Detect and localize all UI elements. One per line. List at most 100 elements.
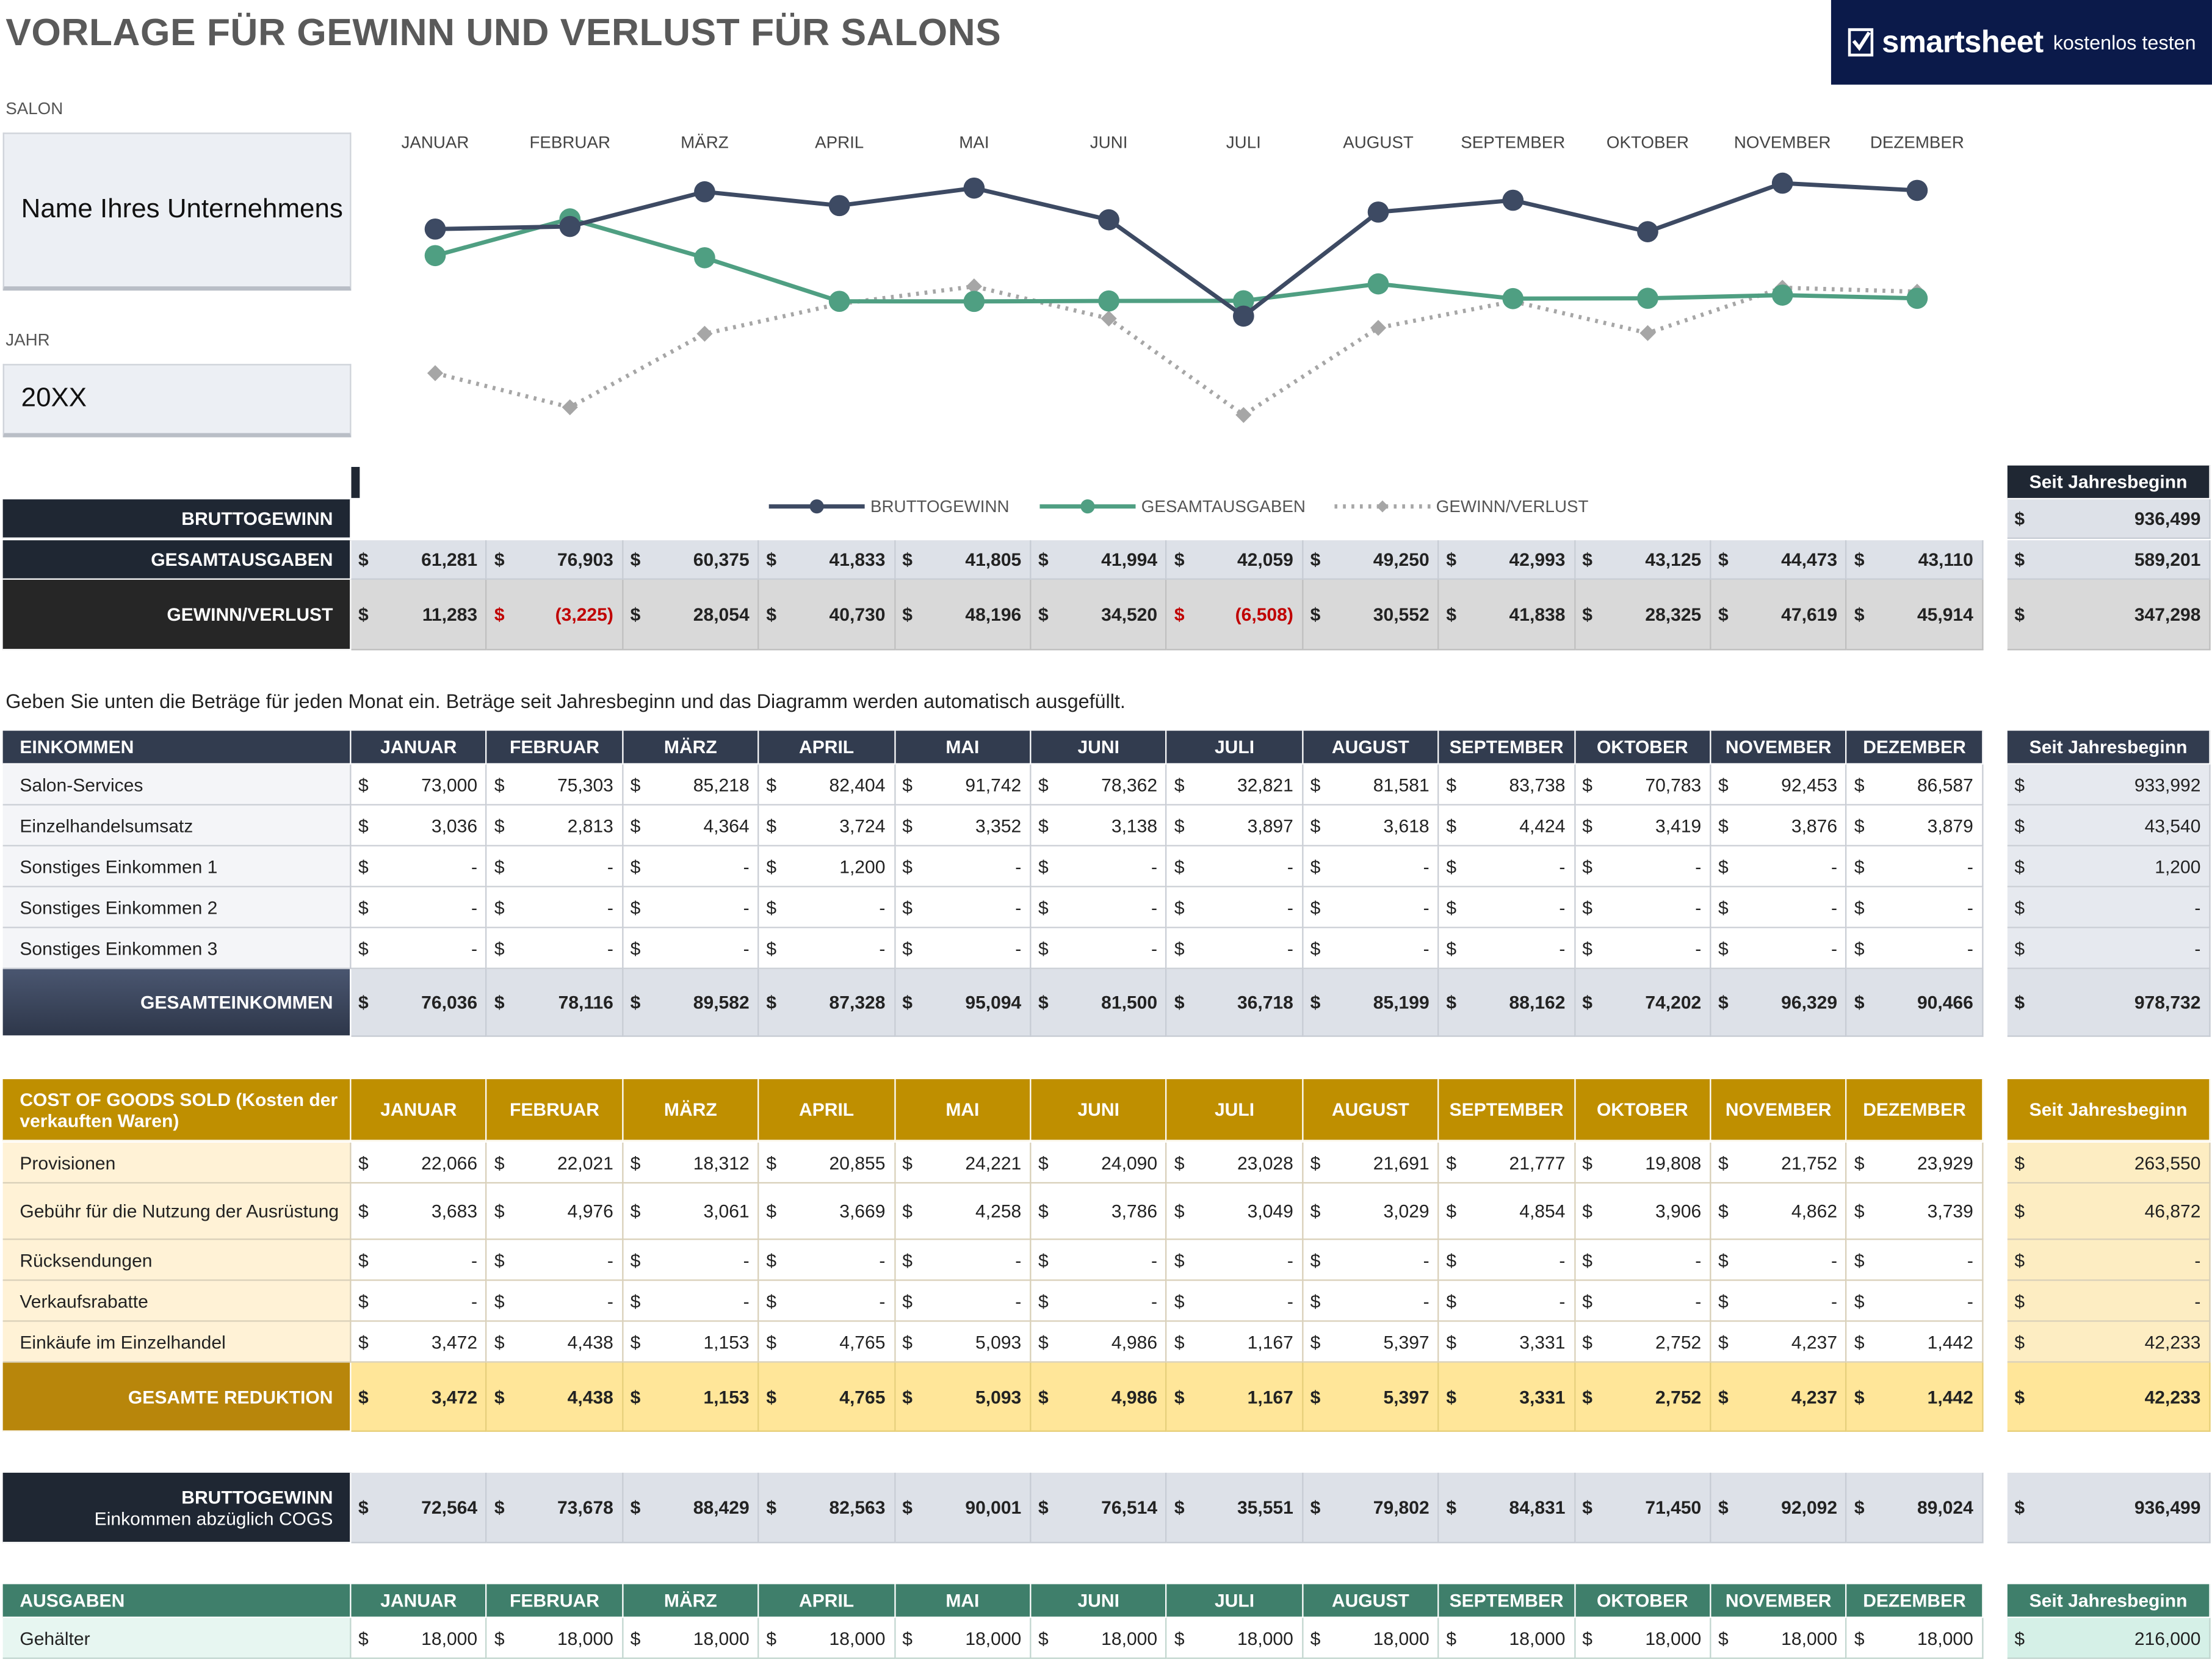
value-cell[interactable]: $18,000 xyxy=(1711,1617,1848,1659)
value-cell[interactable]: $22,066 xyxy=(351,1143,488,1184)
value-cell[interactable]: $ - xyxy=(1711,1281,1848,1322)
value-cell[interactable]: $92,453 xyxy=(1711,764,1848,806)
value-cell[interactable]: $1,442 xyxy=(1847,1321,1984,1363)
value-cell[interactable]: $18,000 xyxy=(1439,1617,1575,1659)
value-cell[interactable]: $ - xyxy=(351,887,488,928)
value-cell[interactable]: $3,739 xyxy=(1847,1183,1984,1240)
value-cell[interactable]: $3,036 xyxy=(351,805,488,847)
value-cell[interactable]: $1,200 xyxy=(759,846,895,887)
value-cell[interactable]: $3,879 xyxy=(1847,805,1984,847)
value-cell[interactable]: $ - xyxy=(487,928,624,969)
value-cell[interactable]: $18,000 xyxy=(1167,1617,1304,1659)
value-cell[interactable]: $4,765 xyxy=(759,1321,895,1363)
value-cell[interactable]: $ - xyxy=(1167,928,1304,969)
value-cell[interactable]: $85,218 xyxy=(623,764,759,806)
value-cell[interactable]: $3,876 xyxy=(1711,805,1848,847)
value-cell[interactable]: $24,090 xyxy=(1031,1143,1168,1184)
value-cell[interactable]: $18,000 xyxy=(1575,1617,1711,1659)
value-cell[interactable]: $ - xyxy=(895,1240,1032,1281)
value-cell[interactable]: $18,000 xyxy=(1031,1617,1168,1659)
value-cell[interactable]: $ - xyxy=(623,846,759,887)
value-cell[interactable]: $ - xyxy=(1847,928,1984,969)
value-cell[interactable]: $ - xyxy=(895,846,1032,887)
value-cell[interactable]: $21,752 xyxy=(1711,1143,1848,1184)
salon-name-input[interactable]: Name Ihres Unternehmens xyxy=(2,132,352,291)
value-cell[interactable]: $23,929 xyxy=(1847,1143,1984,1184)
value-cell[interactable]: $18,000 xyxy=(1303,1617,1439,1659)
value-cell[interactable]: $18,000 xyxy=(759,1617,895,1659)
value-cell[interactable]: $73,000 xyxy=(351,764,488,806)
year-input[interactable]: 20XX xyxy=(2,364,352,438)
value-cell[interactable]: $32,821 xyxy=(1167,764,1304,806)
value-cell[interactable]: $ - xyxy=(1439,1281,1575,1322)
value-cell[interactable]: $ - xyxy=(895,887,1032,928)
value-cell[interactable]: $3,331 xyxy=(1439,1321,1575,1363)
value-cell[interactable]: $ - xyxy=(1711,1240,1848,1281)
value-cell[interactable]: $86,587 xyxy=(1847,764,1984,806)
value-cell[interactable]: $ - xyxy=(1303,1240,1439,1281)
value-cell[interactable]: $ - xyxy=(1847,887,1984,928)
value-cell[interactable]: $ - xyxy=(759,887,895,928)
value-cell[interactable]: $3,061 xyxy=(623,1183,759,1240)
value-cell[interactable]: $18,000 xyxy=(1847,1617,1984,1659)
value-cell[interactable]: $ - xyxy=(1167,1240,1304,1281)
value-cell[interactable]: $18,000 xyxy=(351,1617,488,1659)
value-cell[interactable]: $3,049 xyxy=(1167,1183,1304,1240)
value-cell[interactable]: $ - xyxy=(1031,1240,1168,1281)
value-cell[interactable]: $ - xyxy=(1031,1281,1168,1322)
value-cell[interactable]: $2,813 xyxy=(487,805,624,847)
value-cell[interactable]: $ - xyxy=(487,846,624,887)
value-cell[interactable]: $3,683 xyxy=(351,1183,488,1240)
value-cell[interactable]: $ - xyxy=(351,928,488,969)
value-cell[interactable]: $18,000 xyxy=(487,1617,624,1659)
value-cell[interactable]: $ - xyxy=(1575,1281,1711,1322)
value-cell[interactable]: $3,897 xyxy=(1167,805,1304,847)
value-cell[interactable]: $3,419 xyxy=(1575,805,1711,847)
value-cell[interactable]: $81,581 xyxy=(1303,764,1439,806)
value-cell[interactable]: $ - xyxy=(623,1281,759,1322)
value-cell[interactable]: $ - xyxy=(1303,928,1439,969)
value-cell[interactable]: $ - xyxy=(1711,887,1848,928)
value-cell[interactable]: $ - xyxy=(1575,846,1711,887)
value-cell[interactable]: $ - xyxy=(759,928,895,969)
value-cell[interactable]: $ - xyxy=(1439,887,1575,928)
value-cell[interactable]: $75,303 xyxy=(487,764,624,806)
value-cell[interactable]: $ - xyxy=(895,1281,1032,1322)
value-cell[interactable]: $ - xyxy=(1303,846,1439,887)
value-cell[interactable]: $ - xyxy=(1167,887,1304,928)
value-cell[interactable]: $20,855 xyxy=(759,1143,895,1184)
value-cell[interactable]: $3,029 xyxy=(1303,1183,1439,1240)
value-cell[interactable]: $ - xyxy=(759,1240,895,1281)
value-cell[interactable]: $ - xyxy=(623,1240,759,1281)
value-cell[interactable]: $83,738 xyxy=(1439,764,1575,806)
value-cell[interactable]: $91,742 xyxy=(895,764,1032,806)
value-cell[interactable]: $21,691 xyxy=(1303,1143,1439,1184)
value-cell[interactable]: $ - xyxy=(1439,846,1575,887)
value-cell[interactable]: $ - xyxy=(1167,1281,1304,1322)
value-cell[interactable]: $ - xyxy=(487,887,624,928)
value-cell[interactable]: $3,472 xyxy=(351,1321,488,1363)
value-cell[interactable]: $3,669 xyxy=(759,1183,895,1240)
value-cell[interactable]: $ - xyxy=(1303,1281,1439,1322)
value-cell[interactable]: $ - xyxy=(1575,887,1711,928)
value-cell[interactable]: $24,221 xyxy=(895,1143,1032,1184)
value-cell[interactable]: $18,000 xyxy=(895,1617,1032,1659)
value-cell[interactable]: $ - xyxy=(1575,1240,1711,1281)
value-cell[interactable]: $ - xyxy=(351,1240,488,1281)
value-cell[interactable]: $4,424 xyxy=(1439,805,1575,847)
value-cell[interactable]: $5,093 xyxy=(895,1321,1032,1363)
value-cell[interactable]: $3,906 xyxy=(1575,1183,1711,1240)
value-cell[interactable]: $3,786 xyxy=(1031,1183,1168,1240)
value-cell[interactable]: $78,362 xyxy=(1031,764,1168,806)
value-cell[interactable]: $1,167 xyxy=(1167,1321,1304,1363)
value-cell[interactable]: $ - xyxy=(487,1240,624,1281)
value-cell[interactable]: $2,752 xyxy=(1575,1321,1711,1363)
value-cell[interactable]: $ - xyxy=(1031,846,1168,887)
value-cell[interactable]: $22,021 xyxy=(487,1143,624,1184)
value-cell[interactable]: $ - xyxy=(1439,1240,1575,1281)
value-cell[interactable]: $70,783 xyxy=(1575,764,1711,806)
value-cell[interactable]: $3,724 xyxy=(759,805,895,847)
value-cell[interactable]: $4,986 xyxy=(1031,1321,1168,1363)
value-cell[interactable]: $ - xyxy=(1031,887,1168,928)
value-cell[interactable]: $ - xyxy=(759,1281,895,1322)
